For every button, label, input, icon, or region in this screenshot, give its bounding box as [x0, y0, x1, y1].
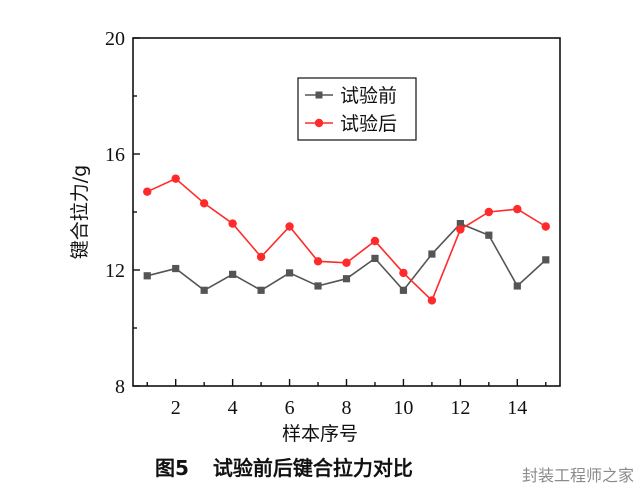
data-point-after: [484, 207, 494, 217]
y-axis: 8 12 16 20: [105, 28, 140, 398]
y-tick-label: 16: [105, 144, 125, 166]
data-point-after: [256, 252, 266, 262]
legend-label-after: 试验后: [340, 113, 397, 135]
data-point-after: [456, 225, 465, 234]
data-point-before: [229, 270, 237, 278]
y-tick-label: 8: [115, 376, 125, 398]
x-tick-label: 6: [285, 397, 295, 419]
data-point-before: [371, 254, 379, 262]
data-point-before: [285, 269, 294, 277]
data-point-before: [399, 286, 408, 294]
data-point-before: [542, 256, 550, 264]
data-point-before: [172, 264, 180, 273]
legend: 试验前 试验后: [297, 77, 417, 141]
data-point-after: [143, 187, 152, 196]
x-tick-label: 8: [342, 397, 352, 419]
data-point-before: [456, 220, 464, 228]
data-point-after: [427, 296, 437, 305]
y-axis-label: 键合拉力/g: [69, 165, 91, 259]
data-point-after: [342, 258, 351, 267]
figure-number: 图5: [155, 456, 189, 480]
series-layer: [143, 174, 550, 305]
data-point-before: [143, 272, 151, 280]
data-point-before: [485, 231, 493, 239]
data-point-before: [257, 286, 265, 294]
data-point-after: [228, 219, 237, 228]
legend-marker-before: [315, 91, 323, 99]
data-point-after: [199, 199, 209, 208]
x-axis: 2 4 6 8 10 12 14: [146, 379, 547, 419]
legend-marker-after: [314, 118, 324, 128]
data-point-before: [513, 282, 521, 290]
data-point-before: [314, 282, 322, 290]
x-tick-label: 10: [393, 397, 413, 419]
x-tick-label: 14: [507, 397, 527, 419]
x-tick-label: 4: [228, 397, 238, 419]
data-point-after: [370, 236, 380, 246]
x-axis-label: 样本序号: [282, 423, 358, 445]
data-point-after: [513, 204, 522, 214]
figure-title: 试验前后键合拉力对比: [212, 456, 413, 480]
x-tick-label: 12: [450, 397, 470, 419]
data-point-after: [541, 222, 550, 231]
x-tick-label: 2: [171, 397, 181, 419]
y-tick-label: 12: [105, 260, 125, 282]
y-tick-label: 20: [105, 28, 125, 50]
data-point-before: [428, 250, 436, 258]
watermark-text: 封装工程师之家: [521, 466, 634, 485]
data-point-after: [399, 268, 408, 278]
data-point-before: [342, 275, 351, 283]
data-point-after: [285, 222, 294, 231]
legend-label-before: 试验前: [340, 85, 397, 107]
data-point-after: [313, 257, 323, 266]
data-point-after: [171, 174, 180, 183]
data-point-before: [200, 286, 208, 294]
legend-box: [297, 77, 417, 141]
